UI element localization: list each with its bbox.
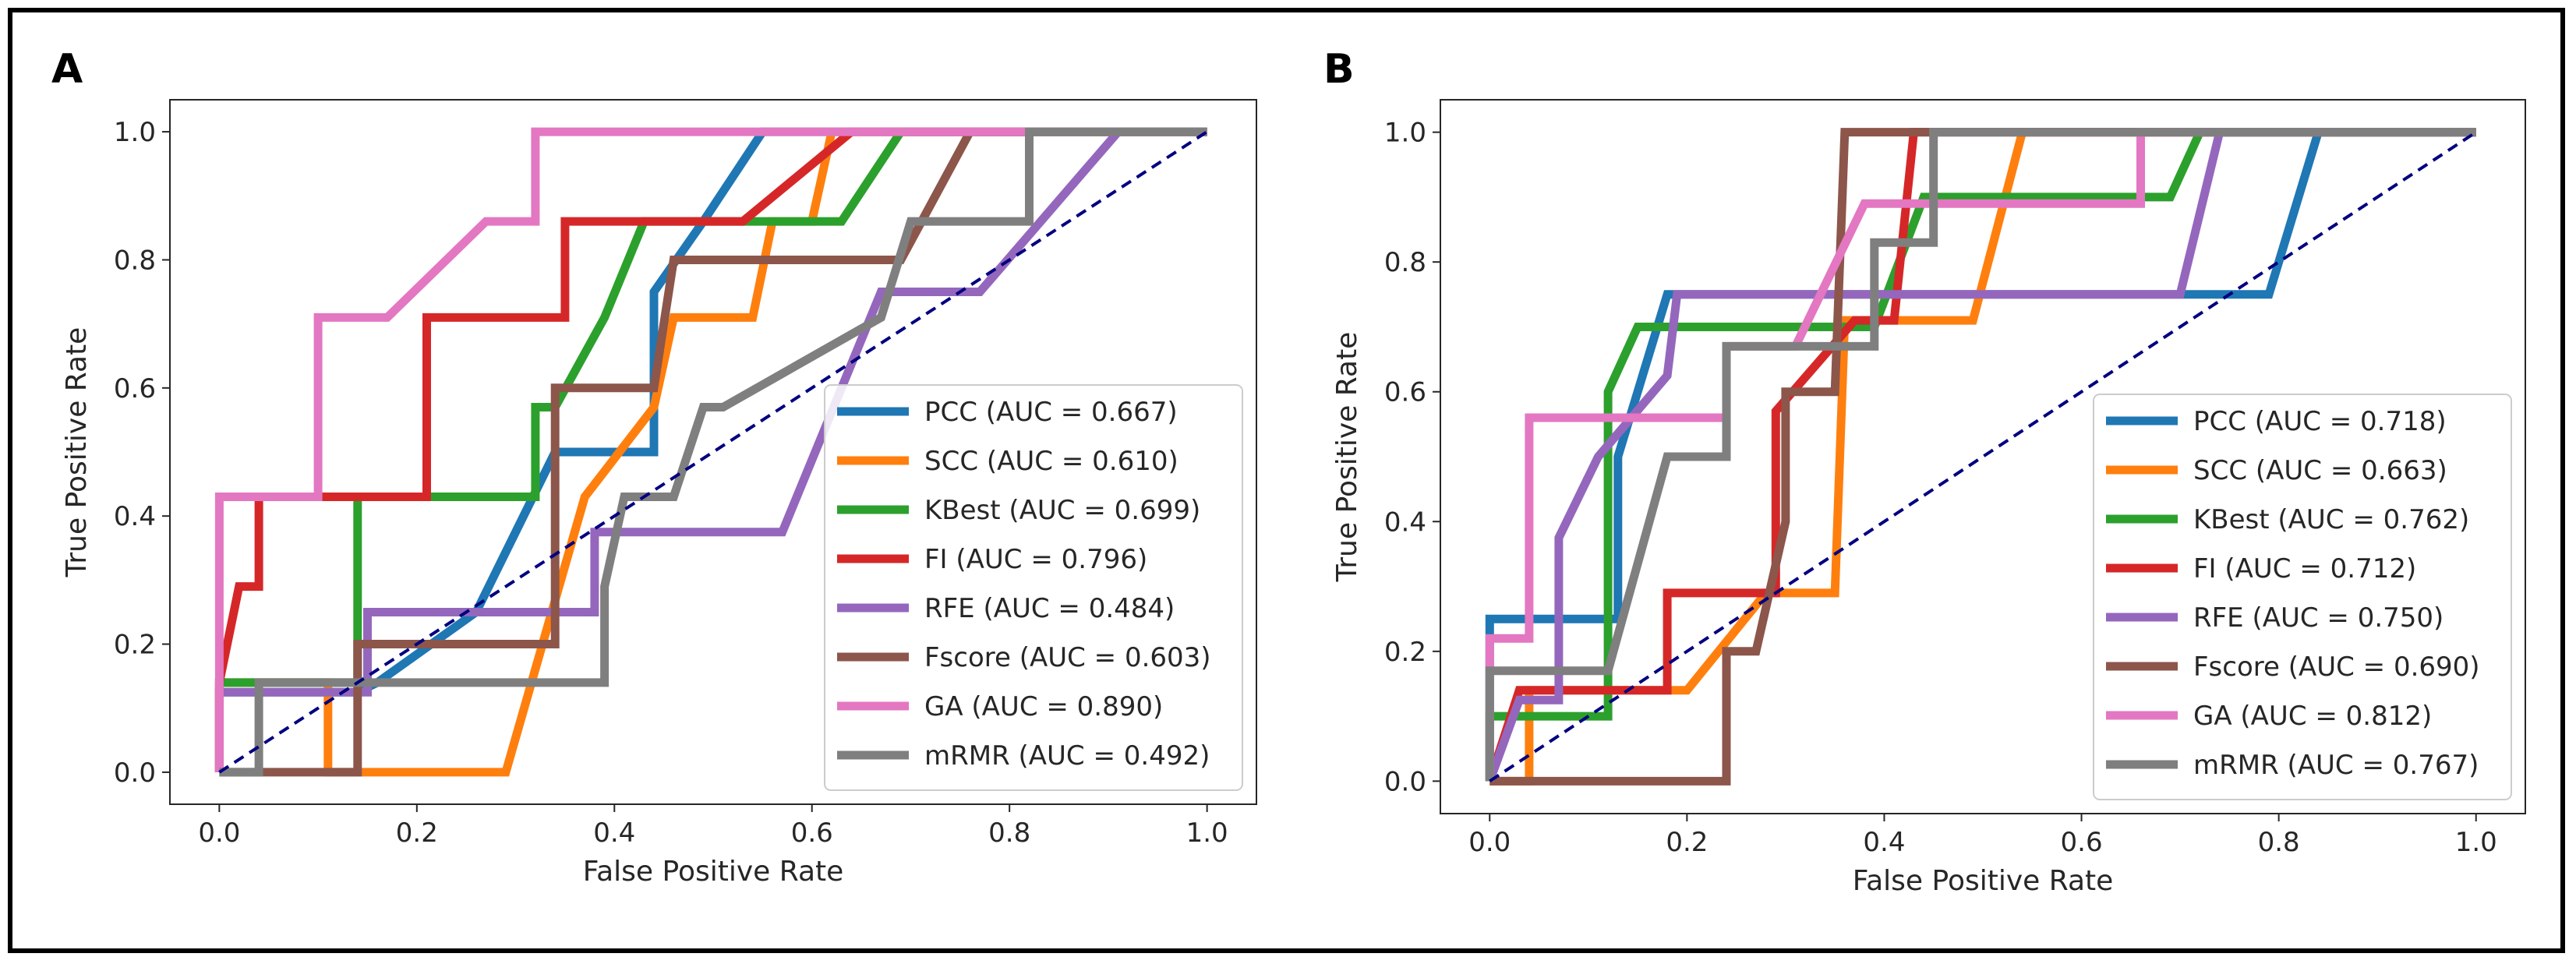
legend-box xyxy=(824,384,1243,791)
chart-panel-b: 0.0 0.2 0.4 0.6 0.8 1.0 0.0 0.2 0.4 0.6 0.8 1.0 Fals… xyxy=(1331,99,2526,897)
panel-label-b: B xyxy=(1323,46,1355,93)
roc-line-rfe xyxy=(214,127,1207,772)
y-axis-label: True Positive Rate xyxy=(1331,332,1363,583)
x-tick-label: 0.4 xyxy=(593,817,635,849)
x-tick-label: 0.2 xyxy=(396,817,438,849)
x-tick-label: 1.0 xyxy=(2455,827,2497,858)
x-tick-label: 0.6 xyxy=(791,817,833,849)
legend-label-pcc: PCC (AUC = 0.667) xyxy=(924,397,1178,428)
legend-label-fi: FI (AUC = 0.712) xyxy=(2193,553,2416,584)
legend-label-kbest: KBest (AUC = 0.762) xyxy=(2193,504,2469,535)
legend-label-ga: GA (AUC = 0.812) xyxy=(2193,701,2432,732)
y-tick-label: 0.4 xyxy=(1384,507,1426,538)
roc-line-kbest xyxy=(1485,128,2476,782)
roc-line-pcc xyxy=(1485,128,2476,782)
y-axis-label: True Positive Rate xyxy=(61,327,93,578)
legend-label-rfe: RFE (AUC = 0.750) xyxy=(2193,602,2443,634)
x-tick-label: 1.0 xyxy=(1186,817,1228,849)
roc-line-mrmr xyxy=(1485,128,2476,782)
y-tick-label: 0.6 xyxy=(1384,377,1426,408)
x-axis-label: False Positive Rate xyxy=(583,856,844,888)
legend-label-pcc: PCC (AUC = 0.718) xyxy=(2193,406,2447,437)
legend-label-ga: GA (AUC = 0.890) xyxy=(924,691,1163,722)
roc-line-fscore xyxy=(1489,128,2476,786)
legend-label-kbest: KBest (AUC = 0.699) xyxy=(924,495,1200,526)
panel-label-a: A xyxy=(51,46,83,93)
roc-line-fscore xyxy=(219,127,1207,777)
y-tick-label: 0.2 xyxy=(114,630,156,661)
roc-line-mrmr xyxy=(219,127,1207,777)
y-tick-label: 1.0 xyxy=(1384,118,1426,149)
roc-line-ga xyxy=(214,127,1207,772)
x-tick-label: 0.8 xyxy=(988,817,1030,849)
legend-box xyxy=(2093,394,2512,800)
legend-label-mrmr: mRMR (AUC = 0.767) xyxy=(2193,750,2479,781)
plot-area xyxy=(169,99,1257,805)
y-tick-label: 1.0 xyxy=(114,117,156,148)
roc-line-fi xyxy=(1486,128,2476,783)
y-tick-label: 0.0 xyxy=(1384,766,1426,797)
roc-line-rfe xyxy=(1486,128,2476,783)
legend-label-scc: SCC (AUC = 0.663) xyxy=(2193,455,2447,486)
x-tick-label: 0.6 xyxy=(2061,827,2103,858)
y-tick-label: 0.4 xyxy=(114,501,156,532)
x-tick-label: 0.0 xyxy=(198,817,240,849)
legend-label-fscore: Fscore (AUC = 0.690) xyxy=(2193,651,2480,683)
y-tick-label: 0.8 xyxy=(1384,247,1426,278)
chart-panel-a: 0.0 0.2 0.4 0.6 0.8 1.0 0.0 0.2 0.4 0.6 0.8 1.0 Fals… xyxy=(61,99,1257,888)
plot-area xyxy=(1440,99,2526,814)
x-axis-label: False Positive Rate xyxy=(1853,865,2114,897)
x-tick-label: 0.2 xyxy=(1666,827,1708,858)
y-tick-label: 0.2 xyxy=(1384,637,1426,668)
legend-label-rfe: RFE (AUC = 0.484) xyxy=(924,593,1175,624)
x-tick-label: 0.8 xyxy=(2258,827,2300,858)
legend-label-scc: SCC (AUC = 0.610) xyxy=(924,446,1178,477)
legend-label-fi: FI (AUC = 0.796) xyxy=(924,544,1147,575)
y-tick-label: 0.0 xyxy=(114,757,156,789)
legend-label-fscore: Fscore (AUC = 0.603) xyxy=(924,642,1211,673)
roc-line-fi xyxy=(214,127,1207,772)
x-tick-label: 0.4 xyxy=(1863,827,1905,858)
y-tick-label: 0.6 xyxy=(114,373,156,404)
y-tick-label: 0.8 xyxy=(114,245,156,276)
legend-label-mrmr: mRMR (AUC = 0.492) xyxy=(924,740,1210,772)
x-tick-label: 0.0 xyxy=(1468,827,1511,858)
